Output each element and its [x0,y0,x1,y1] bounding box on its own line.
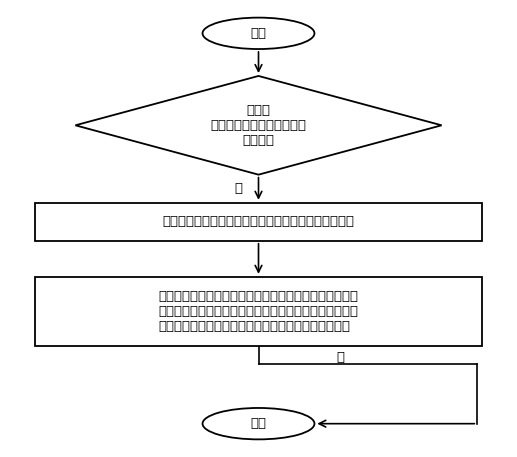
Text: 判断当
监控到该直播软件是否处于
启用状态: 判断当 监控到该直播软件是否处于 启用状态 [210,104,307,147]
Polygon shape [75,76,442,175]
Text: 是: 是 [234,182,242,195]
Text: 所述服务器将向所述观众方终端发送移动数据关闭指令: 所述服务器将向所述观众方终端发送移动数据关闭指令 [162,215,355,228]
Text: 否: 否 [336,351,344,364]
Ellipse shape [203,408,314,439]
Text: 结束: 结束 [251,417,266,430]
FancyBboxPatch shape [35,203,482,241]
Text: 开始: 开始 [251,27,266,40]
Ellipse shape [203,18,314,49]
Text: 在所述观众方终端中存在被所述服务器管控权限下，所述
观众方终端将根据移动数据关闭指令控制移动数据进行关
闭且使移动数据的启用开关保持人为操作无法开启模式: 在所述观众方终端中存在被所述服务器管控权限下，所述 观众方终端将根据移动数据关闭… [159,290,358,333]
FancyBboxPatch shape [35,277,482,346]
